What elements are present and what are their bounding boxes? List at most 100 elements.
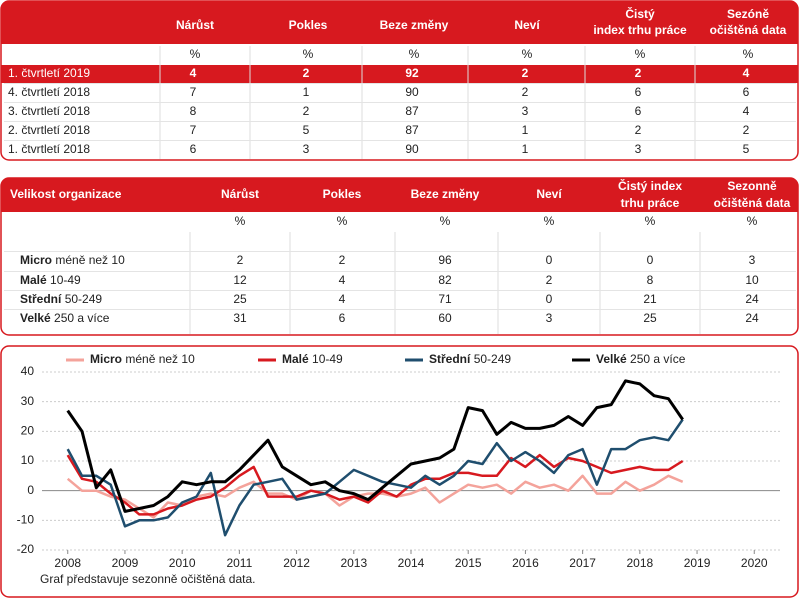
row-label: 2. čtvrtletí 2018 [8,123,90,137]
cell: 5 [303,123,310,137]
row-label-main: 1. čtvrtletí 2018 [8,142,90,156]
row-label: 1. čtvrtletí 2019 [8,66,90,80]
cell: 24 [745,311,759,325]
header-label: Velikost organizace [10,187,122,201]
row-label-size: méně než 10 [55,253,125,267]
legend-name: Micro [90,352,122,366]
cell: 60 [438,311,452,325]
x-tick-label: 2017 [569,556,596,570]
legend-name: Střední [429,352,471,366]
cell: 25 [643,311,657,325]
cell: 0 [647,253,654,267]
cell: 4 [743,66,750,80]
legend-label: Micro méně než 10 [90,352,195,366]
cell: 6 [339,311,346,325]
row-label: Malé 10-49 [20,273,81,287]
x-tick-label: 2016 [512,556,539,570]
cell: 2 [743,123,750,137]
unit: % [645,214,656,228]
unit: % [440,214,451,228]
x-tick-label: 2014 [398,556,425,570]
x-tick-label: 2011 [226,556,252,570]
cell: 24 [745,292,759,306]
unit: % [235,214,246,228]
column-header: očištěná data [714,196,791,210]
cell: 3 [635,142,642,156]
cell: 90 [405,85,419,99]
cell: 25 [233,292,247,306]
cell: 2 [635,66,642,80]
row-label: Střední 50-249 [20,292,102,306]
column-header: Beze změny [380,18,449,32]
column-header: očištěná data [710,23,787,37]
cell: 2 [546,273,553,287]
cell: 6 [635,85,642,99]
row-label-main: Velké [20,311,51,325]
unit: % [522,47,533,61]
x-tick-label: 2020 [741,556,768,570]
unit: % [190,47,201,61]
row-label-size: 50-249 [65,292,103,306]
series-line [66,379,684,513]
column-header: Beze změny [411,187,480,201]
cell: 10 [745,273,759,287]
cell: 7 [190,123,197,137]
column-header: Sezonně [727,179,777,193]
column-header: trhu práce [621,196,680,210]
column-header: Nárůst [176,18,214,32]
table-header [1,178,798,212]
cell: 3 [749,253,756,267]
cell: 3 [546,311,553,325]
unit: % [747,214,758,228]
cell: 1 [522,142,529,156]
legend-size: 10-49 [312,352,343,366]
y-tick-label: 30 [21,394,35,408]
cell: 0 [546,253,553,267]
cell: 87 [405,104,419,118]
cell: 4 [339,292,346,306]
row-label-size: 250 a více [54,311,110,325]
legend-name: Velké [596,352,627,366]
cell: 90 [405,142,419,156]
series-line [66,418,684,537]
column-header: Neví [514,18,540,32]
cell: 12 [233,273,247,287]
unit: % [544,214,555,228]
cell: 2 [339,253,346,267]
column-header: Čistý index [618,178,682,193]
x-tick-label: 2009 [112,556,139,570]
series-line [66,453,684,516]
y-tick-label: 0 [27,483,34,497]
cell: 6 [743,85,750,99]
cell: 82 [438,273,452,287]
table-header [1,1,798,44]
x-tick-label: 2012 [283,556,310,570]
x-tick-label: 2010 [169,556,196,570]
row-label-main: 3. čtvrtletí 2018 [8,104,90,118]
row-label-main: Micro [20,253,52,267]
legend-label: Malé 10-49 [282,352,343,366]
cell: 87 [405,123,419,137]
chart-note: Graf představuje sezonně očištěná data. [40,572,255,586]
cell: 0 [546,292,553,306]
cell: 2 [635,123,642,137]
legend-label: Střední 50-249 [429,352,511,366]
y-tick-label: 10 [21,453,35,467]
cell: 4 [190,66,197,80]
cell: 8 [190,104,197,118]
cell: 4 [743,104,750,118]
cell: 2 [303,104,310,118]
cell: 31 [233,311,247,325]
unit: % [635,47,646,61]
cell: 92 [405,66,419,80]
unit: % [409,47,420,61]
legend-size: méně než 10 [125,352,195,366]
row-label: Velké 250 a více [20,311,110,325]
legend-name: Malé [282,352,309,366]
row-label-main: Malé [20,273,47,287]
column-header: index trhu práce [593,23,687,37]
cell: 7 [190,85,197,99]
row-label-main: 1. čtvrtletí 2019 [8,66,90,80]
cell: 2 [237,253,244,267]
unit: % [337,214,348,228]
